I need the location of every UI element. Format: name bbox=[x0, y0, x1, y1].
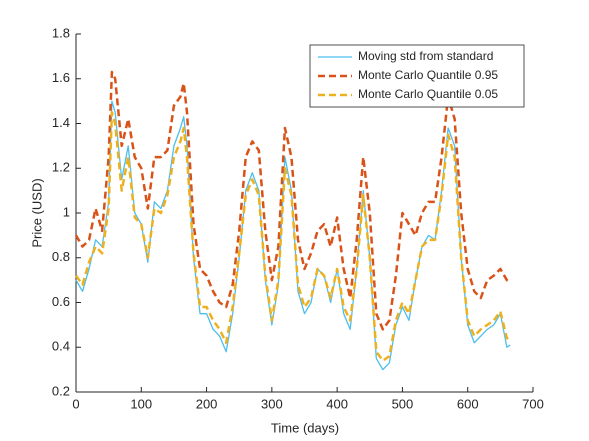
legend-label: Monte Carlo Quantile 0.95 bbox=[358, 68, 498, 82]
x-tick-label: 500 bbox=[392, 396, 414, 411]
x-tick-label: 200 bbox=[196, 396, 218, 411]
series-line bbox=[75, 100, 511, 371]
x-axis-label: Time (days) bbox=[271, 420, 339, 435]
series-line bbox=[74, 111, 511, 362]
y-tick-label: 1.8 bbox=[52, 25, 70, 40]
legend-label: Moving std from standard bbox=[358, 49, 493, 63]
y-axis-label: Price (USD) bbox=[29, 178, 44, 247]
x-tick-label: 300 bbox=[261, 396, 283, 411]
y-tick-label: 0.2 bbox=[52, 383, 70, 398]
x-tick-label: 100 bbox=[130, 396, 152, 411]
y-tick-label: 1.6 bbox=[52, 70, 70, 85]
series-line bbox=[74, 70, 511, 331]
y-tick-label: 0.8 bbox=[52, 249, 70, 264]
x-tick-label: 0 bbox=[72, 396, 79, 411]
legend-label: Monte Carlo Quantile 0.05 bbox=[358, 87, 498, 101]
y-tick-label: 1.4 bbox=[52, 115, 70, 130]
x-tick-label: 700 bbox=[522, 396, 544, 411]
y-tick-label: 0.4 bbox=[52, 339, 70, 354]
x-tick-label: 400 bbox=[326, 396, 348, 411]
y-tick-label: 1 bbox=[63, 204, 70, 219]
y-tick-label: 1.2 bbox=[52, 160, 70, 175]
y-tick-label: 0.6 bbox=[52, 294, 70, 309]
x-tick-label: 600 bbox=[457, 396, 479, 411]
